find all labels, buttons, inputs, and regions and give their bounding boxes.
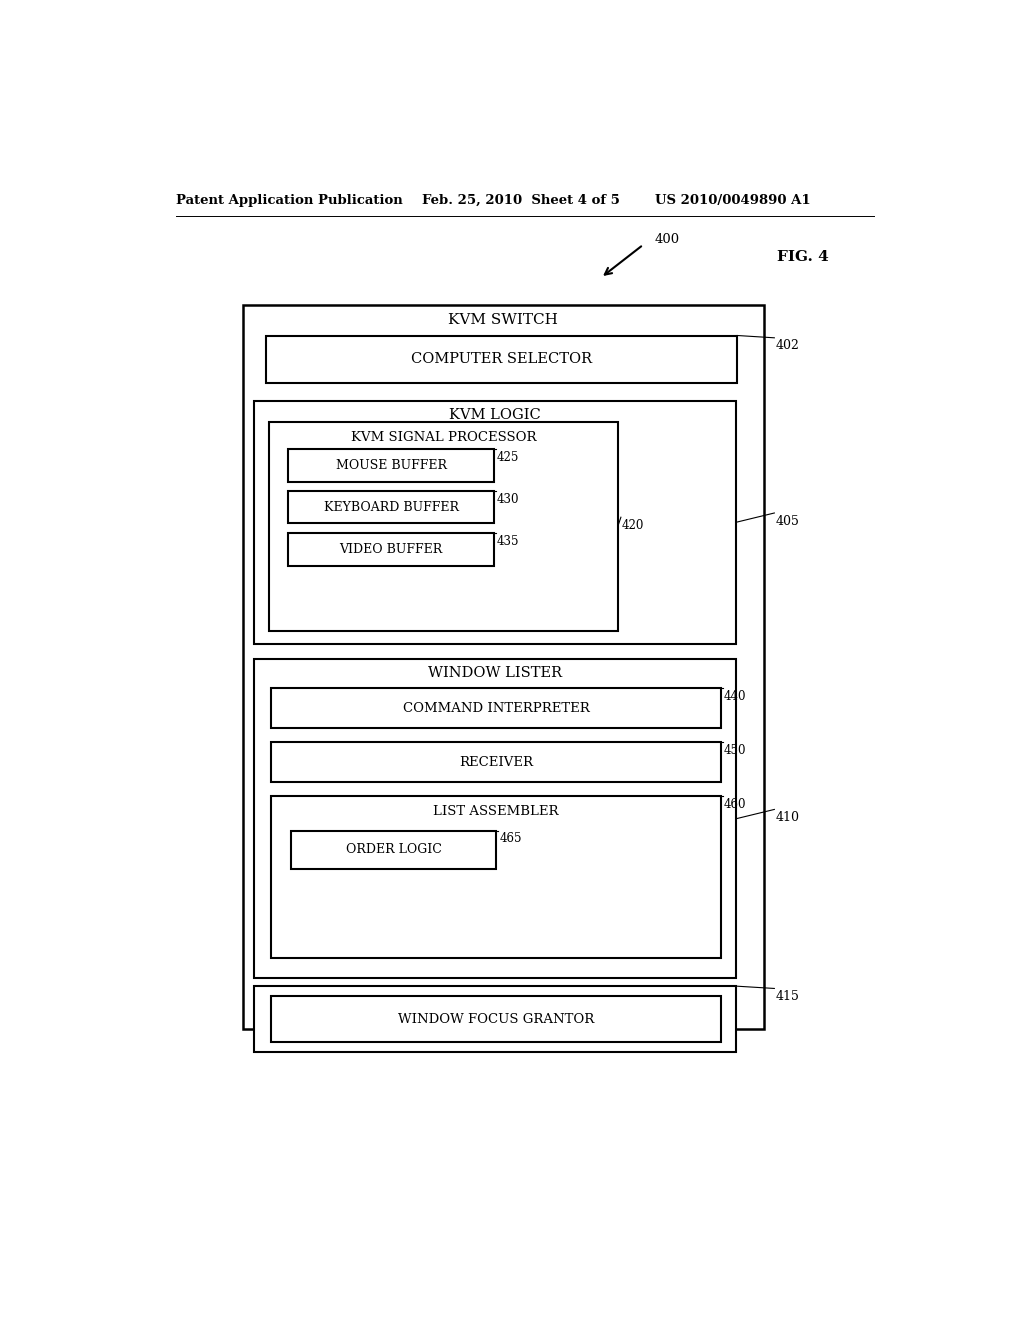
Text: KVM SWITCH: KVM SWITCH bbox=[449, 313, 558, 327]
Text: 440: 440 bbox=[724, 689, 746, 702]
Text: 420: 420 bbox=[622, 519, 644, 532]
Text: FIG. 4: FIG. 4 bbox=[777, 249, 829, 264]
Text: ORDER LOGIC: ORDER LOGIC bbox=[345, 843, 441, 857]
Text: COMMAND INTERPRETER: COMMAND INTERPRETER bbox=[402, 702, 590, 714]
Bar bbox=[266, 335, 737, 383]
Text: 400: 400 bbox=[655, 232, 680, 246]
Text: 402: 402 bbox=[775, 339, 799, 352]
Text: WINDOW LISTER: WINDOW LISTER bbox=[428, 665, 562, 680]
Text: 460: 460 bbox=[724, 797, 746, 810]
Bar bbox=[271, 742, 721, 781]
Text: WINDOW FOCUS GRANTOR: WINDOW FOCUS GRANTOR bbox=[398, 1012, 594, 1026]
Bar bbox=[289, 450, 494, 482]
Text: KVM LOGIC: KVM LOGIC bbox=[450, 408, 542, 422]
Bar bbox=[289, 533, 494, 566]
Bar bbox=[254, 986, 736, 1052]
Text: LIST ASSEMBLER: LIST ASSEMBLER bbox=[433, 805, 559, 818]
Text: US 2010/0049890 A1: US 2010/0049890 A1 bbox=[655, 194, 811, 207]
Bar bbox=[271, 997, 721, 1043]
Bar bbox=[271, 796, 721, 958]
Bar bbox=[269, 422, 617, 631]
Bar bbox=[254, 659, 736, 978]
Text: 465: 465 bbox=[500, 832, 521, 845]
Text: Feb. 25, 2010  Sheet 4 of 5: Feb. 25, 2010 Sheet 4 of 5 bbox=[423, 194, 621, 207]
Text: KVM SIGNAL PROCESSOR: KVM SIGNAL PROCESSOR bbox=[350, 430, 537, 444]
Text: COMPUTER SELECTOR: COMPUTER SELECTOR bbox=[411, 352, 592, 367]
Text: 450: 450 bbox=[724, 743, 746, 756]
Bar bbox=[291, 830, 496, 869]
Text: 425: 425 bbox=[497, 451, 519, 465]
Text: 410: 410 bbox=[775, 810, 799, 824]
Text: KEYBOARD BUFFER: KEYBOARD BUFFER bbox=[324, 500, 459, 513]
Text: 415: 415 bbox=[775, 990, 799, 1003]
Text: 435: 435 bbox=[497, 535, 519, 548]
Text: 405: 405 bbox=[775, 515, 799, 528]
Text: VIDEO BUFFER: VIDEO BUFFER bbox=[340, 543, 442, 556]
Bar bbox=[289, 491, 494, 524]
Bar bbox=[254, 401, 736, 644]
Text: Patent Application Publication: Patent Application Publication bbox=[176, 194, 402, 207]
Text: MOUSE BUFFER: MOUSE BUFFER bbox=[336, 459, 446, 473]
Bar bbox=[271, 688, 721, 729]
Text: RECEIVER: RECEIVER bbox=[459, 755, 534, 768]
Bar bbox=[243, 305, 764, 1028]
Text: 430: 430 bbox=[497, 492, 519, 506]
